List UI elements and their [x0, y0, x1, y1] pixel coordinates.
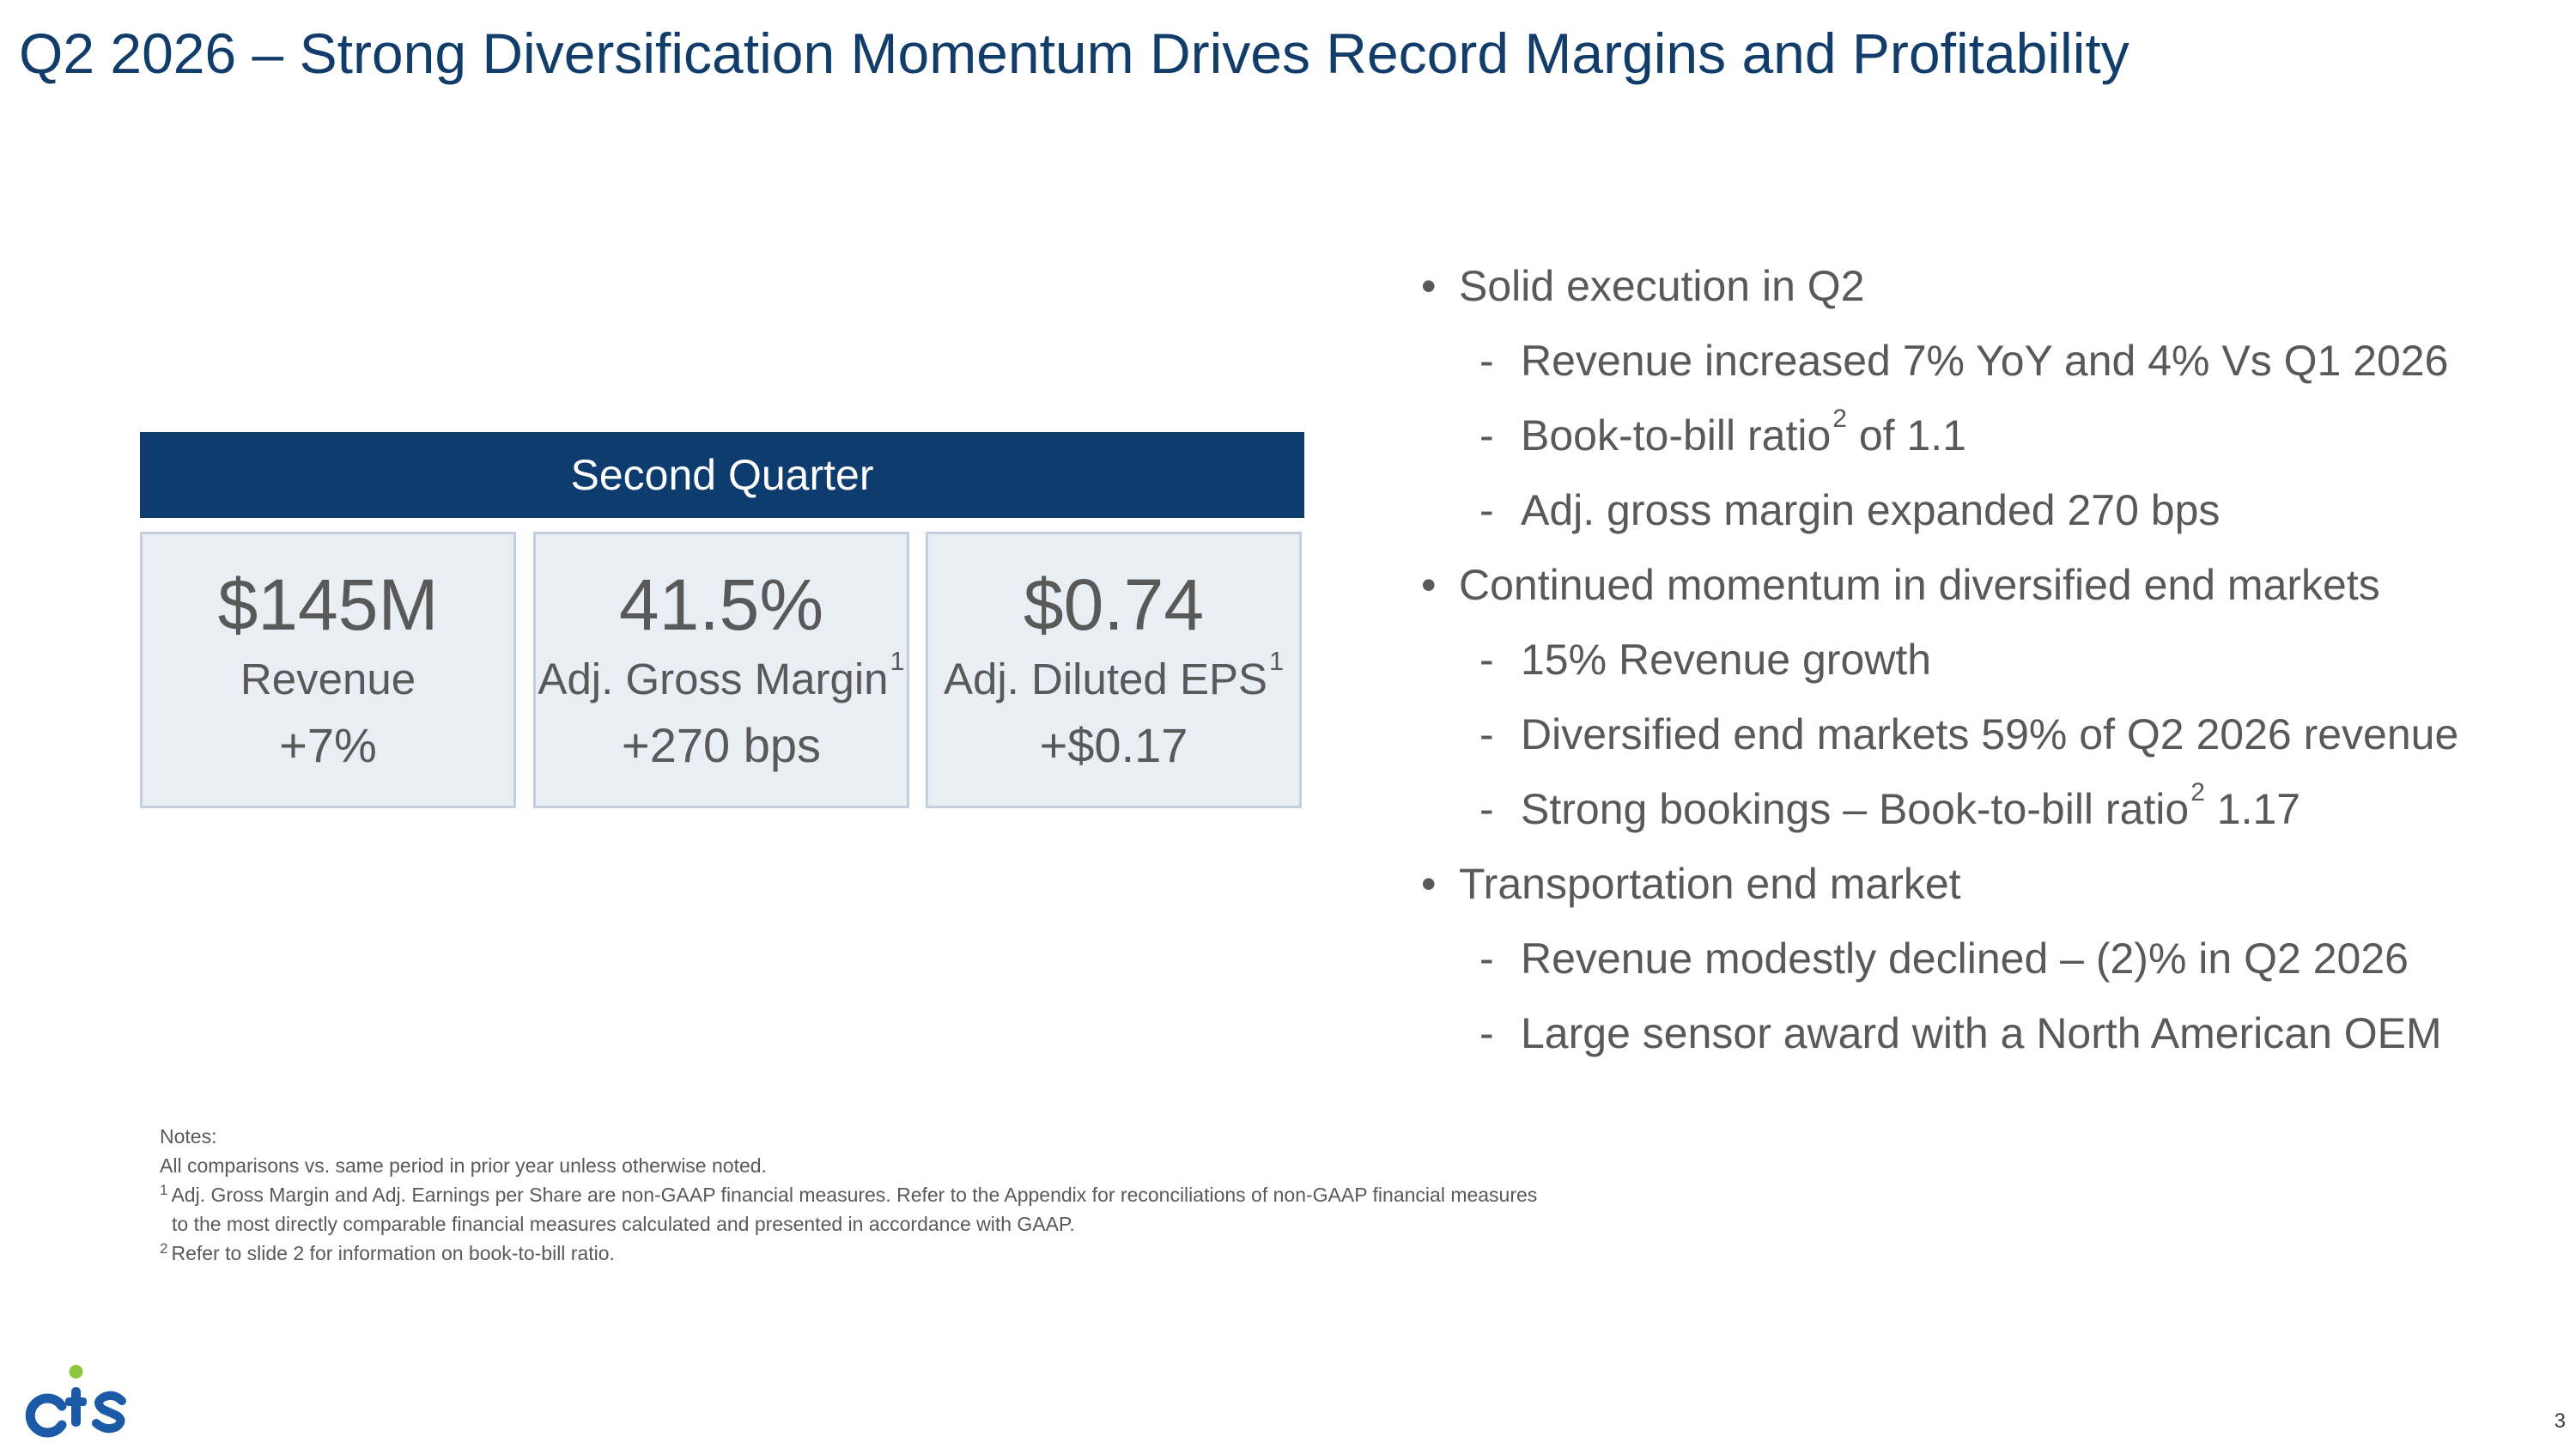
kpi-value: $145M	[217, 564, 439, 645]
page-number: 3	[2554, 1409, 2566, 1433]
sub-bullet-item: Revenue increased 7% YoY and 4% Vs Q1 20…	[1421, 324, 2555, 399]
bullet-item: Continued momentum in diversified end ma…	[1421, 548, 2555, 623]
note-text: Adj. Gross Margin and Adj. Earnings per …	[171, 1184, 1538, 1206]
footnote-marker: 2	[160, 1240, 168, 1257]
footnote-marker: 2	[2190, 778, 2205, 807]
bullet-item: Solid execution in Q2	[1421, 249, 2555, 324]
bullet-text: Book-to-bill ratio	[1521, 411, 1832, 460]
sub-bullet-item: Book-to-bill ratio2 of 1.1	[1421, 399, 2555, 473]
note-line: 2 Refer to slide 2 for information on boo…	[160, 1239, 1791, 1268]
bullet-list: Solid execution in Q2 Revenue increased …	[1421, 249, 2555, 1071]
kpi-change: +270 bps	[622, 718, 821, 772]
cts-logo	[17, 1361, 155, 1439]
bullet-text: Strong bookings – Book-to-bill ratio	[1521, 785, 2190, 833]
kpi-label-wrap: Adj. Gross Margin1	[536, 647, 907, 709]
sub-bullet-item: Adj. gross margin expanded 270 bps	[1421, 473, 2555, 548]
note-line: 1 Adj. Gross Margin and Adj. Earnings per…	[160, 1180, 1791, 1209]
kpi-label-wrap: Adj. Diluted EPS1	[928, 647, 1299, 709]
kpi-value: 41.5%	[618, 564, 824, 645]
kpi-label: Adj. Diluted EPS	[943, 654, 1267, 703]
kpi-revenue: $145M Revenue +7%	[140, 532, 516, 808]
quarter-header: Second Quarter	[140, 432, 1304, 518]
bullet-text: 1.17	[2204, 785, 2301, 833]
note-text: Refer to slide 2 for information on book…	[171, 1242, 615, 1264]
footnote-marker: 2	[1832, 405, 1847, 433]
note-line: to the most directly comparable financia…	[172, 1213, 1075, 1235]
sub-bullet-item: Diversified end markets 59% of Q2 2026 r…	[1421, 697, 2555, 772]
sub-bullet-item: 15% Revenue growth	[1421, 623, 2555, 697]
sub-bullet-item: Large sensor award with a North American…	[1421, 996, 2555, 1071]
kpi-change: +7%	[279, 718, 377, 772]
slide-title: Q2 2026 – Strong Diversification Momentu…	[19, 21, 2129, 85]
cts-logo-graphic	[25, 1365, 126, 1438]
bullet-text: of 1.1	[1846, 411, 1966, 460]
kpi-label: Adj. Gross Margin	[538, 654, 889, 703]
footnote-marker: 1	[160, 1182, 168, 1198]
kpi-diluted-eps: $0.74 Adj. Diluted EPS1 +$0.17	[926, 532, 1302, 808]
bullet-item: Transportation end market	[1421, 847, 2555, 922]
footnote-marker: 1	[1269, 647, 1285, 677]
kpi-label: Revenue	[240, 654, 416, 703]
kpi-gross-margin: 41.5% Adj. Gross Margin1 +270 bps	[533, 532, 909, 808]
note-line: All comparisons vs. same period in prior…	[160, 1154, 767, 1177]
sub-bullet-item: Strong bookings – Book-to-bill ratio2 1.…	[1421, 772, 2555, 847]
kpi-value: $0.74	[1023, 564, 1205, 645]
sub-bullet-item: Revenue modestly declined – (2)% in Q2 2…	[1421, 922, 2555, 996]
footnotes: Notes: All comparisons vs. same period i…	[160, 1122, 1791, 1268]
notes-heading: Notes:	[160, 1125, 217, 1148]
kpi-change: +$0.17	[1039, 718, 1188, 772]
footnote-marker: 1	[890, 647, 905, 677]
